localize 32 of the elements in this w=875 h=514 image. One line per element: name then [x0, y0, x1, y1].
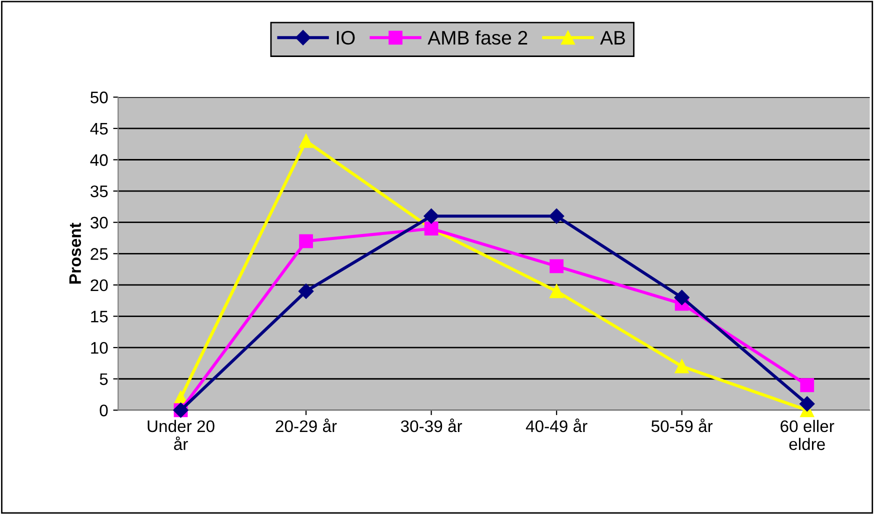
y-tick-label: 35	[90, 185, 108, 198]
legend-label: AB	[600, 31, 625, 44]
point	[424, 208, 439, 224]
point	[800, 396, 815, 412]
x-tick-label: 20-29 år	[276, 418, 337, 432]
legend-label: AMB fase 2	[428, 30, 528, 45]
point	[549, 208, 564, 224]
x-tick-label: Under 20 år	[148, 420, 214, 450]
x-tick-label: 60 eller eldre	[780, 420, 834, 450]
point	[298, 284, 314, 299]
y-axis-title: Prosent	[69, 222, 82, 284]
point	[800, 378, 814, 392]
point	[674, 290, 690, 306]
legend-label: IO	[336, 30, 355, 45]
point	[299, 134, 313, 148]
y-tick-label: 30	[90, 216, 108, 229]
y-tick-label: 10	[91, 342, 108, 354]
y-tick-label: 25	[90, 248, 108, 260]
point	[674, 359, 689, 374]
x-tick-label: 30-39 år	[400, 418, 462, 432]
y-tick-label: 5	[100, 373, 108, 386]
x-tick-label: 50-59 år	[651, 418, 713, 432]
y-tick-label: 45	[90, 123, 108, 135]
y-tick-label: 50	[90, 92, 108, 104]
point	[550, 284, 564, 298]
point	[299, 234, 313, 248]
y-tick-label: 0	[100, 404, 108, 416]
y-tick-label: 40	[90, 154, 108, 166]
x-tick-label: 40-49 år	[526, 418, 588, 432]
point	[550, 259, 564, 274]
y-tick-label: 15	[91, 310, 108, 322]
y-tick-label: 20	[90, 279, 108, 292]
